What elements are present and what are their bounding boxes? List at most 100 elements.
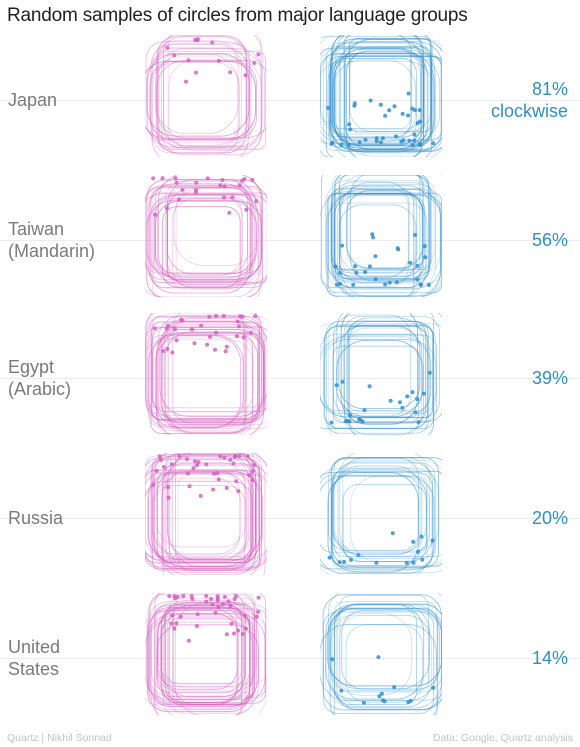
row-guide-line — [0, 658, 580, 659]
start-point — [381, 698, 385, 702]
start-point — [381, 136, 385, 140]
start-point — [161, 176, 165, 180]
start-point — [218, 183, 222, 187]
start-point — [246, 454, 250, 458]
start-point — [151, 176, 155, 180]
start-point — [406, 700, 410, 704]
counterclockwise-circles-panel — [145, 313, 267, 435]
clockwise-percent-label: 39% — [532, 367, 568, 389]
start-point — [218, 454, 222, 458]
start-point — [342, 560, 346, 564]
start-point — [244, 627, 248, 631]
start-point — [222, 314, 226, 318]
start-point — [335, 283, 339, 287]
start-point — [187, 639, 191, 643]
start-point — [222, 195, 226, 199]
start-point — [338, 560, 342, 564]
start-point — [411, 143, 415, 147]
start-point — [214, 331, 218, 335]
clockwise-percent-label: 20% — [532, 507, 568, 529]
start-point — [407, 139, 411, 143]
start-point — [165, 347, 169, 351]
start-point — [383, 282, 387, 286]
start-point — [167, 594, 171, 598]
start-point — [167, 496, 171, 500]
start-point — [415, 264, 419, 268]
start-point — [252, 61, 256, 65]
country-row: United States 14% — [0, 593, 580, 723]
start-point — [416, 121, 420, 125]
start-point — [379, 141, 383, 145]
start-point — [418, 108, 422, 112]
circle-trace — [169, 616, 253, 713]
start-point — [247, 473, 251, 477]
start-point — [395, 280, 399, 284]
start-point — [206, 176, 210, 180]
circle-trace — [323, 339, 430, 417]
start-point — [216, 598, 220, 602]
start-point — [256, 52, 260, 56]
start-point — [414, 410, 418, 414]
country-row: Taiwan (Mandarin) 56% — [0, 175, 580, 305]
start-point — [217, 605, 221, 609]
start-point — [192, 466, 196, 470]
start-point — [217, 59, 221, 63]
start-point — [194, 188, 198, 192]
start-point — [174, 621, 178, 625]
start-point — [232, 632, 236, 636]
circle-trace — [157, 463, 246, 547]
start-point — [373, 254, 377, 258]
start-point — [158, 454, 162, 458]
country-label: United States — [8, 636, 60, 680]
country-row: Japan 81% clockwise — [0, 35, 580, 165]
circle-trace — [147, 53, 264, 146]
start-point — [339, 143, 343, 147]
circle-trace — [331, 609, 442, 692]
start-point — [204, 463, 208, 467]
start-point — [234, 479, 238, 483]
country-row: Russia 20% — [0, 453, 580, 583]
start-point — [184, 80, 188, 84]
start-point — [165, 46, 169, 50]
start-point — [398, 400, 402, 404]
start-point — [330, 657, 334, 661]
start-point — [233, 597, 237, 601]
start-point — [369, 99, 373, 103]
start-point — [255, 615, 259, 619]
start-point — [391, 531, 395, 535]
counterclockwise-circles-panel — [145, 453, 267, 575]
start-point — [383, 114, 387, 118]
circle-trace — [153, 334, 264, 419]
country-label: Russia — [8, 507, 63, 529]
start-point — [400, 406, 404, 410]
clockwise-circles-panel — [320, 35, 442, 157]
start-point — [190, 597, 194, 601]
start-point — [253, 314, 257, 318]
start-point — [177, 454, 181, 458]
start-point — [185, 457, 189, 461]
circle-trace — [342, 611, 440, 689]
start-point — [225, 345, 229, 349]
start-point — [396, 247, 400, 251]
start-point — [233, 454, 237, 458]
start-point — [431, 686, 435, 690]
counterclockwise-circles-panel — [145, 35, 267, 157]
start-point — [375, 136, 379, 140]
start-point — [236, 320, 240, 324]
start-point — [241, 315, 245, 319]
start-point — [368, 264, 372, 268]
start-point — [348, 413, 352, 417]
start-point — [419, 282, 423, 286]
start-point — [339, 689, 343, 693]
start-point — [402, 138, 406, 142]
start-point — [224, 349, 228, 353]
start-point — [213, 348, 217, 352]
start-point — [175, 595, 179, 599]
start-point — [238, 183, 242, 187]
counterclockwise-circles-panel — [145, 175, 267, 297]
start-point — [243, 177, 247, 181]
start-point — [243, 614, 247, 618]
start-point — [335, 383, 339, 387]
chart-title: Random samples of circles from major lan… — [7, 5, 468, 27]
country-label: Japan — [8, 89, 57, 111]
